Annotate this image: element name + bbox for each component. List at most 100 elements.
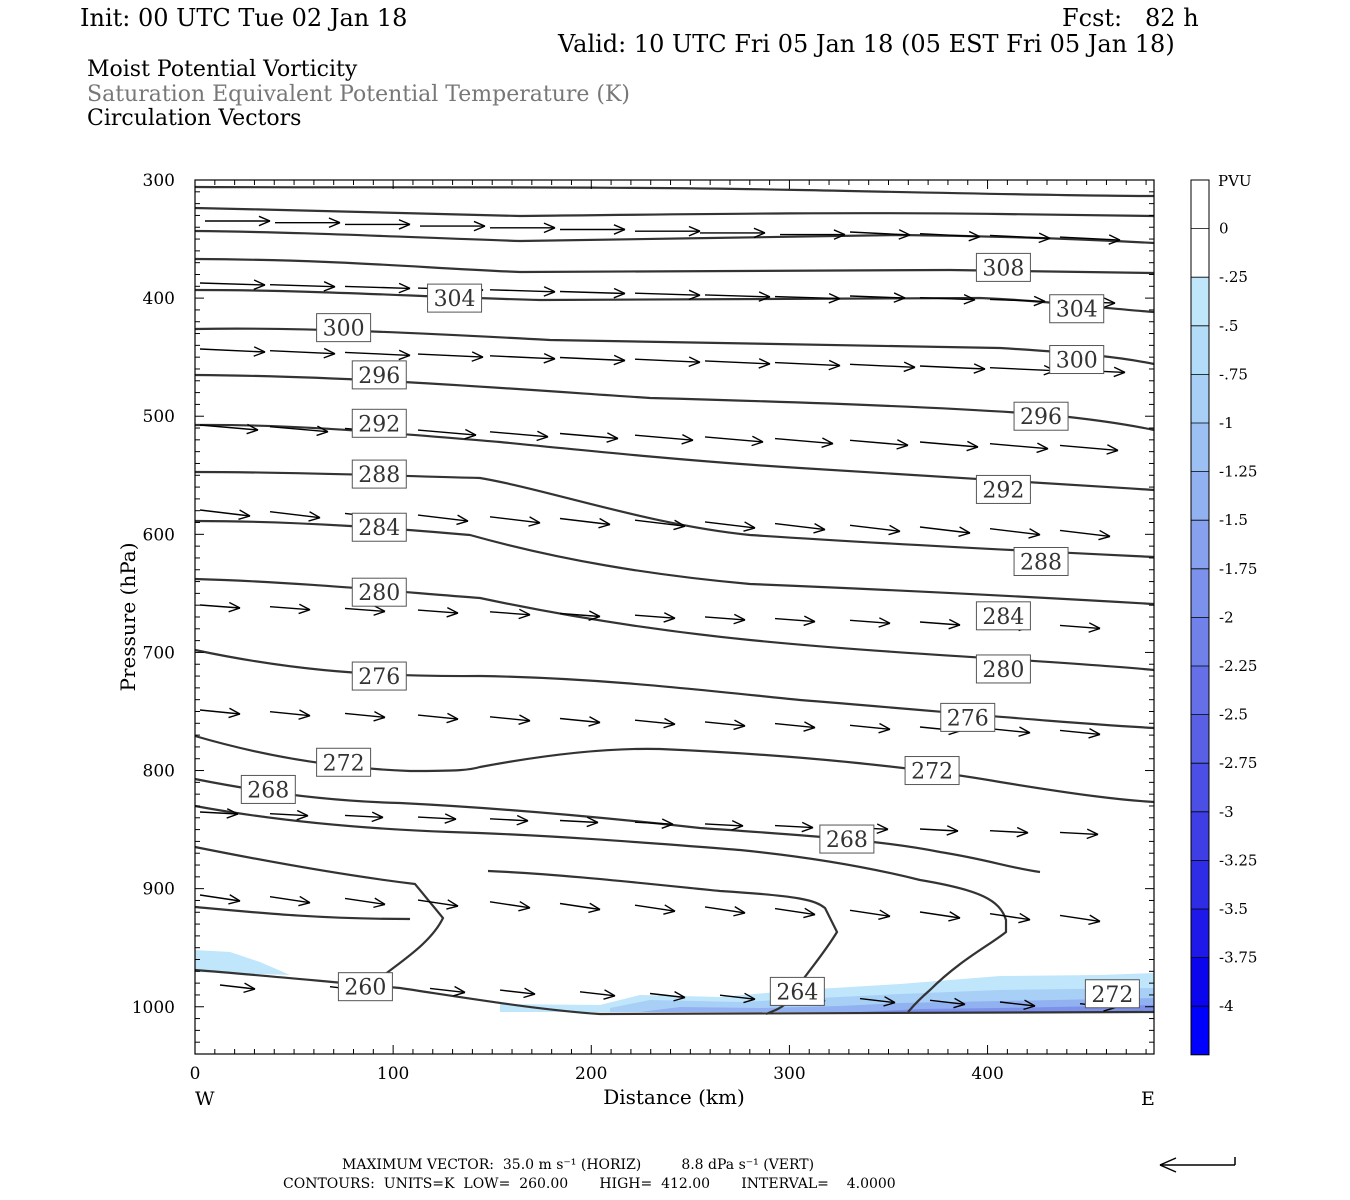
vector-head — [323, 347, 336, 355]
circulation-vector — [269, 281, 336, 292]
vector-shaft — [417, 353, 484, 358]
circulation-vector — [344, 811, 384, 823]
contour-label-box — [351, 360, 407, 390]
vector-shaft — [774, 617, 816, 623]
vector-shaft — [634, 821, 674, 825]
isentrope-contour — [194, 648, 1155, 730]
vector-head — [456, 520, 469, 526]
vector-shaft — [849, 724, 891, 730]
y-tick-label: 700 — [143, 643, 175, 663]
vector-shaft — [704, 294, 771, 298]
vector-head — [688, 356, 701, 363]
circulation-vector — [269, 809, 309, 821]
vector-shaft — [489, 355, 556, 360]
vector-head — [599, 517, 611, 526]
theta-es-contours — [194, 185, 1155, 1016]
vector-head — [803, 620, 816, 627]
vector-head — [968, 236, 981, 242]
contour-label: 304 — [1056, 298, 1098, 323]
vector-head — [753, 232, 766, 239]
vector-shaft — [1059, 624, 1101, 630]
vector-shaft — [559, 902, 601, 911]
circulation-vector — [774, 292, 841, 304]
vector-head — [973, 363, 986, 370]
vector-shaft — [999, 1001, 1036, 1007]
circulation-vector — [919, 440, 979, 452]
vector-shaft — [929, 999, 966, 1005]
vector-head — [876, 823, 889, 830]
vector-shaft — [344, 712, 386, 719]
contour-label: 260 — [344, 976, 386, 1001]
vector-shaft — [919, 233, 981, 238]
vector-head — [613, 292, 626, 299]
vector-shaft — [199, 604, 241, 609]
vector-head — [733, 619, 746, 625]
circulation-vector — [269, 603, 311, 615]
circulation-vector — [275, 217, 341, 229]
vector-head — [889, 524, 901, 532]
vector-head — [606, 437, 619, 443]
isentrope-contour — [194, 185, 1155, 198]
vector-shaft — [989, 367, 1056, 372]
field-title-vectors: Circulation Vectors — [87, 106, 302, 131]
init-time: Init: 00 UTC Tue 02 Jan 18 — [80, 4, 408, 32]
circulation-vector — [344, 349, 411, 361]
vector-shaft — [344, 814, 384, 819]
contour-label: 300 — [323, 317, 365, 342]
vector-head — [371, 811, 384, 819]
contour-label-box — [316, 747, 372, 777]
forecast-hour: Fcst: 82 h — [1062, 4, 1199, 32]
colorbar-label: -2 — [1219, 608, 1234, 626]
contour-label-box — [1013, 546, 1069, 576]
vector-head — [516, 820, 529, 826]
vector-shaft — [989, 443, 1049, 450]
vector-head — [1089, 728, 1101, 736]
vector-head — [828, 297, 841, 304]
isentrope-contour — [194, 519, 1155, 606]
vector-shaft — [199, 424, 259, 431]
vector-head — [226, 813, 239, 819]
circulation-vector — [417, 712, 459, 724]
pv-shade-darker — [860, 1005, 1154, 1012]
circulation-vector — [417, 351, 484, 362]
circulation-vector — [559, 716, 601, 727]
circulation-vector — [634, 433, 694, 445]
vector-shaft — [199, 811, 239, 815]
vector-head — [603, 995, 616, 1000]
circulation-vector — [269, 511, 321, 522]
vector-head — [444, 818, 457, 824]
contour-label: 308 — [982, 256, 1024, 281]
vector-head — [473, 220, 486, 227]
vector-shaft — [269, 896, 311, 904]
vector-shaft — [344, 897, 386, 906]
vector-head — [613, 224, 626, 231]
vector-head — [1016, 826, 1029, 834]
vector-head — [879, 722, 891, 730]
circulation-vector — [344, 605, 386, 616]
circulation-vector — [780, 229, 846, 240]
circulation-vector — [489, 608, 531, 620]
vector-shaft — [774, 722, 816, 729]
vector-head — [298, 902, 311, 907]
colorbar-swatch — [1191, 714, 1209, 764]
circulation-vector — [559, 287, 626, 299]
vector-shaft — [849, 363, 916, 368]
vector-head — [518, 907, 531, 912]
circulation-vector — [199, 509, 251, 520]
vector-head — [447, 712, 459, 720]
vector-head — [833, 229, 846, 236]
circulation-vector — [989, 232, 1051, 244]
vector-shaft — [417, 899, 459, 907]
circulation-vector — [344, 897, 386, 909]
vector-head — [447, 606, 459, 614]
contour-label: 288 — [358, 463, 400, 488]
vector-head — [681, 439, 694, 445]
vector-shaft — [849, 524, 901, 532]
vector-shaft — [649, 992, 686, 999]
circulation-vector — [344, 282, 411, 294]
circulation-vector — [199, 423, 259, 435]
circulation-vector — [919, 618, 961, 630]
contour-label: 272 — [1091, 983, 1133, 1008]
vector-head — [758, 296, 771, 302]
contour-label-box — [1049, 294, 1105, 324]
